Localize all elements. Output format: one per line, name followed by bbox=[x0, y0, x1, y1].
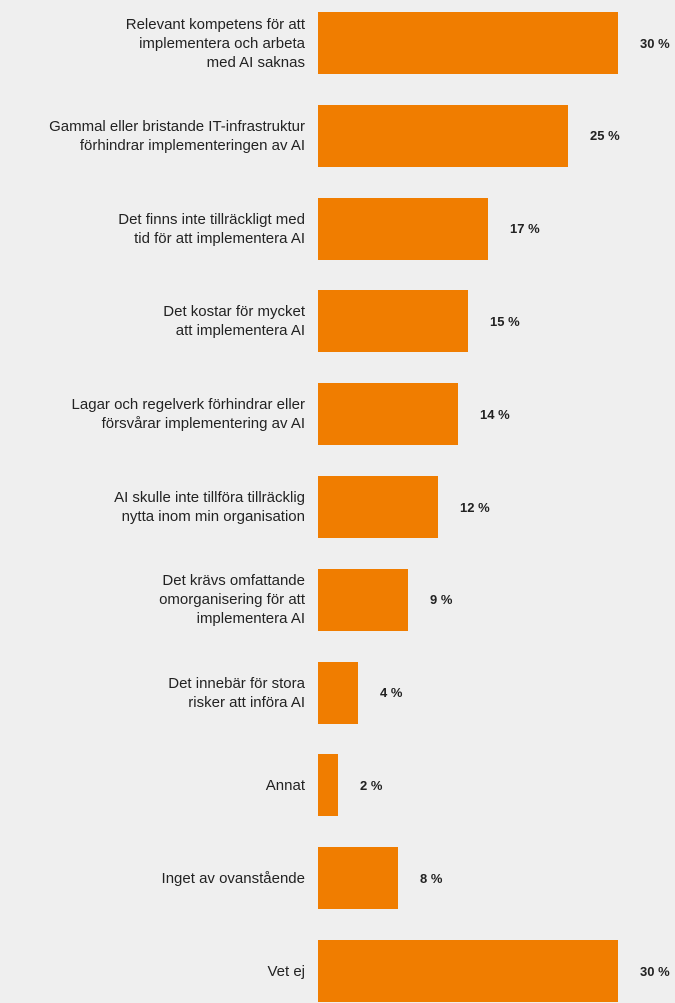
bar bbox=[318, 754, 338, 817]
bar bbox=[318, 568, 408, 631]
value-label: 25 % bbox=[590, 128, 620, 144]
category-label: Det krävs omfattande omorganisering för … bbox=[159, 572, 305, 628]
category-label: Vet ej bbox=[267, 962, 305, 980]
category-label: AI skulle inte tillföra tillräcklig nytt… bbox=[114, 489, 305, 525]
bar bbox=[318, 847, 398, 910]
bar bbox=[318, 104, 568, 167]
bar bbox=[318, 290, 468, 353]
bar bbox=[318, 12, 618, 74]
bar bbox=[318, 383, 458, 446]
category-label: Det innebär för stora risker att införa … bbox=[168, 674, 305, 711]
value-label: 8 % bbox=[420, 870, 443, 886]
category-label: Inget av ovanstående bbox=[161, 869, 305, 887]
category-label: Det finns inte tillräckligt med tid för … bbox=[118, 210, 305, 247]
value-label: 12 % bbox=[460, 499, 490, 515]
value-label: 30 % bbox=[640, 35, 670, 51]
value-label: 17 % bbox=[510, 221, 540, 237]
category-label: Lagar och regelverk förhindrar eller för… bbox=[71, 396, 305, 433]
category-label: Relevant kompetens för att implementera … bbox=[125, 15, 305, 71]
category-label: Det kostar för mycket att implementera A… bbox=[163, 303, 305, 340]
bar bbox=[318, 476, 438, 538]
value-label: 14 % bbox=[480, 406, 510, 422]
bar bbox=[318, 661, 358, 724]
category-label: Gammal eller bristande IT-infrastruktur … bbox=[49, 117, 305, 154]
value-label: 2 % bbox=[360, 777, 383, 793]
value-label: 15 % bbox=[490, 313, 520, 329]
bar bbox=[318, 197, 488, 260]
value-label: 30 % bbox=[640, 963, 670, 979]
value-label: 9 % bbox=[430, 592, 453, 608]
category-label: Annat bbox=[265, 776, 305, 794]
value-label: 4 % bbox=[380, 685, 403, 701]
bar bbox=[318, 940, 618, 1002]
